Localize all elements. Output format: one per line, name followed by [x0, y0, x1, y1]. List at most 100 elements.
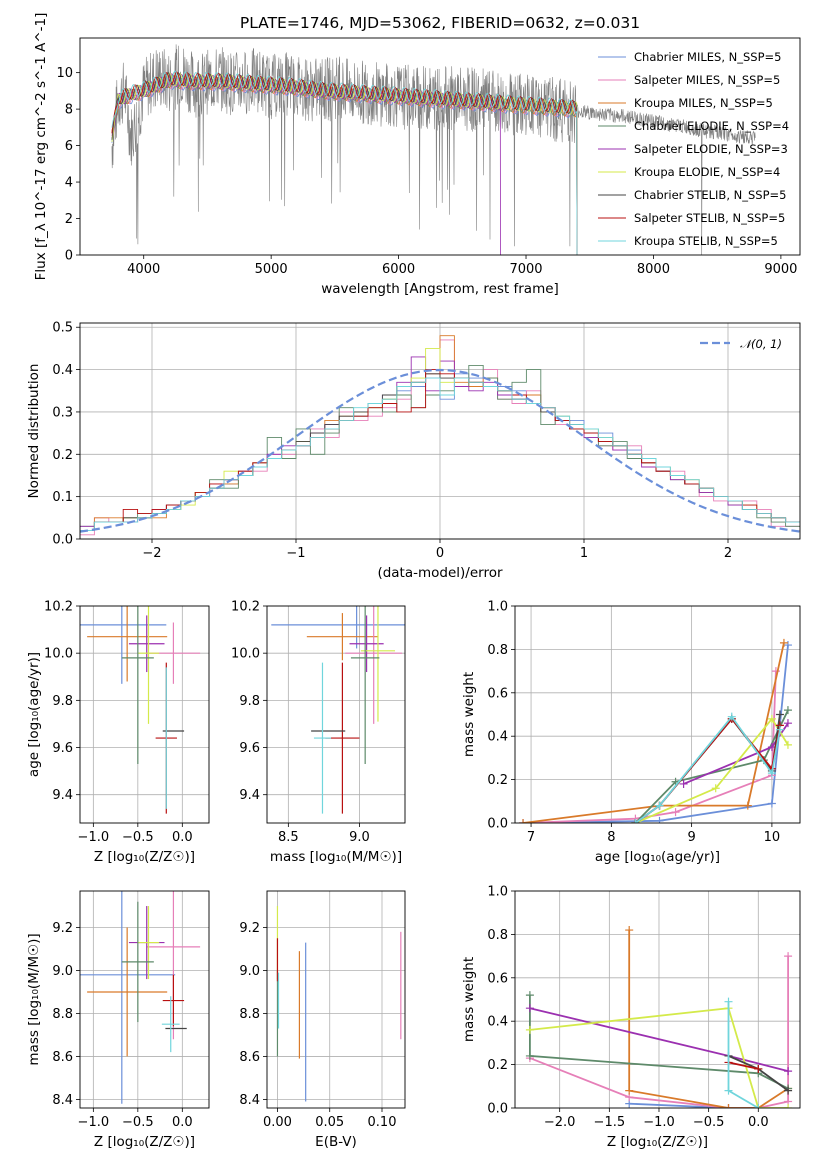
- x-tick-label: 8.5: [278, 830, 299, 845]
- legend-label: Salpeter ELODIE, N_SSP=3: [634, 142, 788, 156]
- mass-weight-line: [629, 1102, 759, 1108]
- legend-label: Salpeter MILES, N_SSP=5: [634, 73, 780, 87]
- mass-weight-marker: [724, 1086, 733, 1095]
- mass-vs-ebv-panel: 0.00 0.05 0.10 8.4 8.6 8.8 9.0 9.2 E(B-V): [239, 890, 406, 1150]
- x-tick-label: 9000: [764, 262, 797, 277]
- axes-frame: [79, 322, 801, 540]
- spectrum-model-line: [111, 71, 578, 255]
- y-tick-label: 0.6: [487, 686, 508, 701]
- y-tick-label: 0.8: [487, 928, 508, 943]
- y-tick-label: 8.4: [239, 1093, 260, 1108]
- age-vs-mass-panel: 8.5 9.0 9.4 9.6 9.8 10.0 10.2 mass [log₁₀(M/M☉)…: [231, 600, 406, 865]
- x-tick-label: 0: [436, 546, 444, 561]
- y-tick-label: 0.0: [52, 533, 73, 548]
- legend-label: 𝒩(0, 1): [740, 337, 782, 351]
- age-vs-mass-plot-area: [271, 606, 405, 814]
- mass-vs-metallicity-plot-area: [80, 891, 201, 1104]
- mass-vs-metallicity-panel: −1.0 −0.5 0.0 8.4 8.6 8.8 9.0 9.2 Z [log₁₀(Z/Z☉)…: [26, 890, 210, 1150]
- x-tick-label: −2: [142, 546, 161, 561]
- y-tick-label: 9.2: [52, 921, 73, 936]
- x-axis-label: wavelength [Angstrom, rest frame]: [321, 281, 559, 297]
- mass-weight-marker: [727, 712, 736, 721]
- y-tick-label: 10.2: [231, 600, 260, 615]
- legend-label: Kroupa STELIB, N_SSP=5: [634, 234, 778, 248]
- x-axis-label: Z [log₁₀(Z/Z☉)]: [94, 1134, 195, 1150]
- mass-weight-marker: [525, 1025, 534, 1034]
- mass-weight-marker: [775, 710, 784, 719]
- y-axis-label: Normed distribution: [26, 364, 42, 499]
- x-tick-label: −1.5: [594, 1115, 626, 1130]
- y-tick-label: 0.0: [487, 817, 508, 832]
- x-tick-label: 0.0: [172, 1115, 193, 1130]
- y-tick-label: 8.8: [239, 1007, 260, 1022]
- mass-weight-line: [728, 1061, 759, 1070]
- y-tick-label: 8: [65, 103, 73, 118]
- y-axis-label: mass [log₁₀(M/M☉)]: [26, 933, 42, 1065]
- x-tick-label: −1: [286, 546, 305, 561]
- mass-weight-marker: [525, 1051, 534, 1060]
- mass-weight-marker: [775, 725, 784, 734]
- mass-weight-line: [634, 709, 789, 823]
- legend-label: Salpeter STELIB, N_SSP=5: [634, 211, 785, 225]
- x-tick-label: −0.5: [122, 1115, 154, 1130]
- y-tick-label: 0.4: [52, 363, 73, 378]
- spectrum-model-line: [111, 73, 501, 255]
- y-tick-label: 0.1: [52, 490, 73, 505]
- y-tick-label: 9.0: [239, 964, 260, 979]
- x-tick-label: 9.0: [349, 830, 370, 845]
- spectrum-legend: Chabrier MILES, N_SSP=5 Salpeter MILES, N…: [598, 50, 789, 248]
- mass-weight-marker: [711, 784, 720, 793]
- mass-weight-marker: [771, 667, 780, 676]
- plot-layer: 4000 5000 6000 7000 8000 90000246810wavelengt…: [26, 13, 801, 1150]
- mass-weight-line: [529, 1007, 789, 1108]
- x-axis-label: Z [log₁₀(Z/Z☉)]: [607, 1134, 708, 1150]
- spectrum-model-line: [111, 72, 578, 255]
- mass-weight-marker: [655, 801, 664, 810]
- mass-weight-vs-age-plot-area: [519, 638, 792, 823]
- legend-label: Chabrier ELODIE, N_SSP=4: [634, 119, 789, 133]
- mass-weight-marker: [767, 714, 776, 723]
- histogram-plot-area: [80, 335, 800, 539]
- y-tick-label: 9.4: [52, 788, 73, 803]
- mass-weight-marker: [779, 638, 788, 647]
- spectrum-panel: 4000 5000 6000 7000 8000 9000 0 2 4 6 8 10 wavelengt…: [33, 13, 801, 297]
- y-tick-label: 9.0: [52, 964, 73, 979]
- x-tick-label: 6000: [382, 262, 415, 277]
- mass-weight-marker: [525, 991, 534, 1000]
- x-tick-label: 0.05: [315, 1115, 344, 1130]
- x-tick-label: 5000: [255, 262, 288, 277]
- mass-weight-line: [529, 995, 789, 1090]
- x-tick-label: 1: [580, 546, 588, 561]
- y-tick-label: 0.8: [487, 643, 508, 658]
- y-tick-label: 0.5: [52, 321, 73, 336]
- y-tick-label: 0.6: [487, 971, 508, 986]
- axes-frame: [79, 890, 210, 1109]
- y-tick-label: 10.0: [44, 647, 73, 662]
- y-axis-label: Flux [f_λ 10^-17 erg cm^-2 s^-1 A^-1]: [33, 13, 49, 281]
- x-tick-label: 2: [724, 546, 732, 561]
- mass-weight-marker: [754, 1104, 763, 1108]
- x-tick-label: −1.0: [78, 1115, 110, 1130]
- mass-weight-marker: [519, 819, 528, 823]
- y-axis-label: age [log₁₀(age/yr)]: [26, 652, 42, 777]
- y-tick-label: 10.2: [44, 600, 73, 615]
- x-tick-label: 0.00: [263, 1115, 292, 1130]
- mass-weight-marker: [625, 1086, 634, 1095]
- histogram-step-series: [80, 377, 800, 539]
- axes-frame: [79, 605, 210, 824]
- mass-weight-marker: [679, 779, 688, 788]
- x-tick-label: 7: [527, 830, 535, 845]
- x-tick-label: 8: [607, 830, 615, 845]
- axes-frame: [514, 605, 801, 824]
- y-tick-label: 0.2: [487, 1058, 508, 1073]
- spectrum-plot-area: [111, 44, 756, 255]
- x-tick-label: −1.0: [78, 830, 110, 845]
- mass-weight-marker: [783, 706, 792, 715]
- x-tick-label: 7000: [509, 262, 542, 277]
- legend-label: Chabrier MILES, N_SSP=5: [634, 50, 781, 64]
- normal-reference-curve: [80, 368, 800, 533]
- y-tick-label: 0.3: [52, 405, 73, 420]
- mass-vs-ebv-plot-area: [276, 906, 402, 1102]
- mass-weight-vs-age-panel: 7 8 9 10 0.0 0.2 0.4 0.6 0.8 1.0 age [log₁₀(age/yr…: [461, 600, 801, 865]
